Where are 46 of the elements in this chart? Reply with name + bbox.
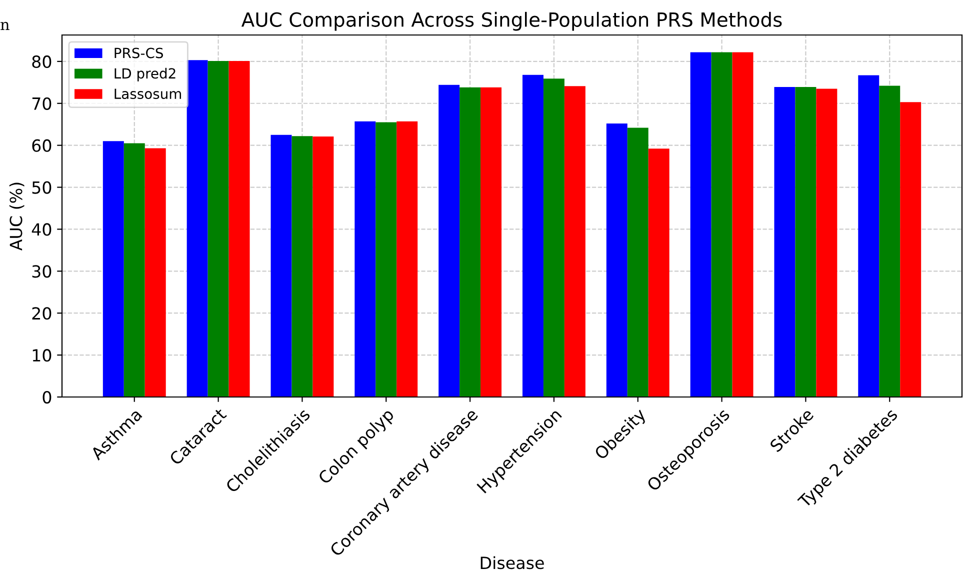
y-tick-label: 80 — [32, 55, 52, 68]
bar — [376, 122, 397, 397]
y-tick-label: 50 — [32, 181, 52, 194]
bar — [102, 141, 124, 397]
bar — [816, 88, 838, 397]
text: n — [0, 22, 10, 30]
bar — [460, 87, 481, 397]
bar — [438, 84, 460, 397]
bar — [648, 148, 670, 397]
bar — [690, 52, 712, 397]
bar — [522, 74, 544, 397]
y-tick-label: 10 — [32, 349, 52, 362]
bar — [564, 86, 586, 397]
y-tick-label: 70 — [32, 97, 52, 110]
bar — [270, 134, 292, 397]
bar — [795, 87, 816, 397]
bar — [396, 121, 418, 397]
bar — [627, 128, 648, 397]
bar — [606, 124, 628, 397]
y-axis-title: AUC (%) — [9, 182, 24, 251]
bar — [711, 52, 732, 397]
bar — [480, 87, 502, 397]
bar — [208, 61, 229, 397]
chart-title: AUC Comparison Across Single-Population PRS Methods — [241, 12, 782, 31]
bar — [732, 52, 754, 397]
x-axis-title: Disease — [480, 556, 544, 570]
bar — [124, 143, 145, 397]
bar — [228, 61, 250, 397]
bar — [543, 78, 564, 397]
legend-label: LD pred2 — [114, 68, 176, 82]
bar — [774, 87, 796, 397]
bar — [858, 75, 880, 397]
y-tick-label: 40 — [32, 223, 52, 236]
y-tick-label: 0 — [42, 390, 52, 404]
bar — [354, 121, 376, 397]
bar — [144, 148, 166, 397]
legend-label: PRS-CS — [114, 48, 163, 58]
bar — [186, 60, 208, 397]
bar — [292, 136, 313, 397]
bar — [879, 86, 900, 397]
y-tick-label: 60 — [32, 139, 52, 152]
bar — [312, 136, 334, 397]
y-tick-label: 30 — [32, 265, 52, 278]
bar — [900, 102, 922, 397]
legend-label: Lassosum — [114, 88, 181, 100]
y-tick-label: 20 — [32, 307, 52, 320]
